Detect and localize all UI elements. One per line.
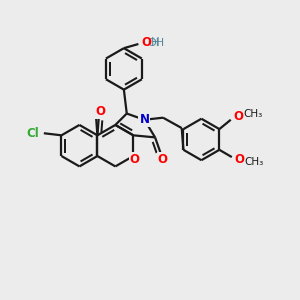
Text: H: H <box>151 36 159 49</box>
Text: N: N <box>140 113 149 126</box>
Text: Cl: Cl <box>27 127 40 140</box>
Text: CH₃: CH₃ <box>244 109 263 119</box>
Text: O: O <box>158 153 168 166</box>
Text: CH₃: CH₃ <box>245 157 264 167</box>
Text: OH: OH <box>148 38 165 48</box>
Text: O: O <box>235 154 245 166</box>
Text: O: O <box>141 36 151 49</box>
Text: O: O <box>234 110 244 123</box>
Text: O: O <box>130 153 140 166</box>
Text: O: O <box>95 105 105 118</box>
